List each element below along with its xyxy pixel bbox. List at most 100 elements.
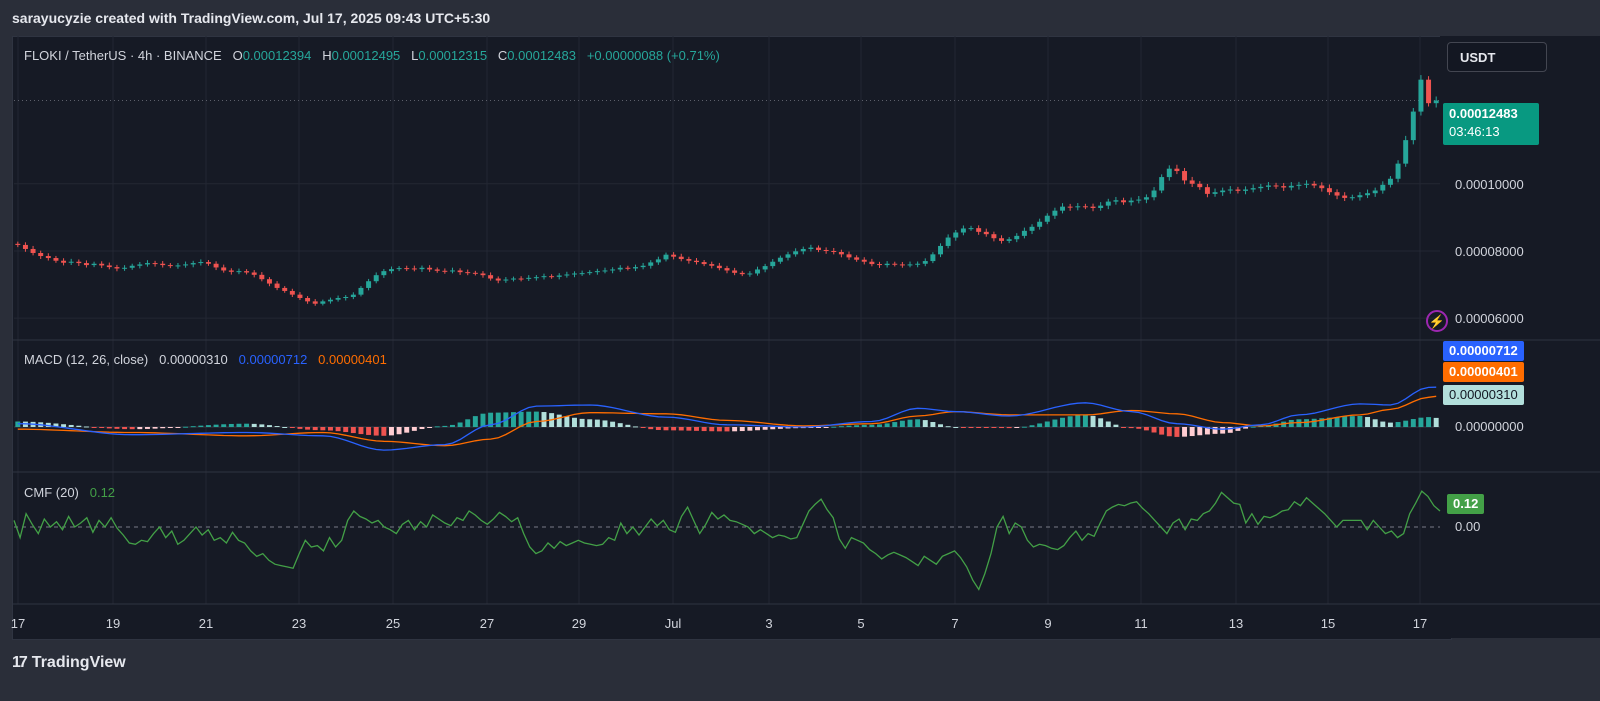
low-label: L [411,48,419,63]
macd-histogram-bar [1212,427,1218,434]
macd-histogram-bar [1128,427,1134,429]
macd-histogram-bar [1197,427,1203,436]
macd-histogram-bar [1349,416,1355,427]
macd-histogram-bar [274,426,280,428]
x-tick-label: 17 [1413,616,1427,631]
symbol-name[interactable]: FLOKI / TetherUS · 4h · BINANCE [24,48,222,63]
macd-histogram-bar [1090,415,1096,427]
macd-histogram-bar [488,412,494,427]
candle-body [1273,185,1279,187]
macd-histogram-bar [747,427,753,431]
macd-histogram-bar [1143,427,1149,431]
candle-body [373,275,379,282]
macd-histogram-bar [213,424,219,427]
macd-histogram-bar [350,427,356,434]
candle-body [282,287,288,291]
lightning-icon[interactable]: ⚡ [1426,310,1448,332]
candle-body [1288,185,1294,188]
cmf-title[interactable]: CMF (20) [24,485,79,500]
macd-histogram-bar [434,426,440,428]
candle-body [808,247,814,249]
macd-line [17,386,1437,451]
macd-histogram-bar [1159,427,1165,435]
macd-histogram-bar [846,425,852,427]
tradingview-logo[interactable]: 17 TradingView [12,654,126,672]
macd-histogram-bar [556,414,562,427]
candle-body [625,267,631,269]
candle-body [1265,185,1271,187]
signal-line-tag: 0.00000401 [1443,362,1524,382]
macd-histogram-bar [244,423,250,427]
candle-body [38,252,44,257]
macd-histogram-bar [915,419,921,427]
grid-lines [12,36,1600,605]
macd-histogram-bar [1342,416,1348,427]
macd-histogram-bar [1075,415,1081,427]
candle-body [137,264,143,266]
candle-body [327,299,333,302]
candle-body [648,262,654,266]
candle-body [45,256,51,259]
x-tick-label: 15 [1321,616,1335,631]
candle-body [1166,168,1172,178]
macd-histogram-bar [1166,427,1172,437]
candle-body [480,273,486,276]
candle-body [869,261,875,265]
candle-body [366,281,372,288]
macd-histogram-bar [1304,419,1310,427]
candle-body [1372,190,1378,194]
cmf-zero-label: 0.00 [1455,519,1481,534]
close-label: C [497,48,508,63]
macd-histogram-bar [122,427,128,430]
macd-histogram-bar [518,411,524,427]
last-price-tag: 0.00012483 03:46:13 [1443,103,1539,145]
candle-body [1105,201,1111,206]
macd-histogram-bar [1334,417,1340,427]
macd-histogram-bar [953,427,959,428]
candle-body [244,271,250,273]
macd-histogram-bar [190,426,196,428]
candle-body [190,263,196,265]
axis-ticks: 17 19 21 23 25 27 29 Jul 3 5 7 9 11 13 15 17 0.00010000 0… [11,177,1524,631]
macd-histogram-bar [724,427,730,432]
macd-histogram-bar [480,413,486,427]
macd-histogram-bar [838,426,844,428]
open-value: 0.00012394 [242,48,312,63]
top-bar: sarayucyzie created with TradingView.com… [0,0,1600,36]
candle-body [1227,189,1233,191]
macd-histogram-bar [1204,427,1210,435]
macd-title[interactable]: MACD (12, 26, close) [24,352,149,367]
candle-body [838,251,844,255]
candle-body [266,279,272,284]
currency-button[interactable]: USDT [1447,42,1547,72]
candle-body [1365,193,1371,196]
macd-histogram-bar [465,419,471,427]
macd-histogram-bar [472,416,478,427]
candle-body [76,261,82,264]
macd-histogram-bar [899,420,905,427]
macd-histogram-bar [427,427,433,428]
macd-histogram-value: 0.00000310 [159,352,228,367]
macd-histogram-bar [83,426,89,428]
candle-body [99,263,105,266]
candle-body [434,269,440,271]
candle-body [709,264,715,266]
candle-body [350,294,356,298]
candle-body [518,278,524,280]
candle-body [1159,177,1165,191]
macd-histogram-bar [755,427,760,431]
macd-line-tag: 0.00000712 [1443,341,1524,361]
macd-histogram-bar [999,427,1005,429]
candle-body [175,265,181,267]
candle-body [1380,184,1386,191]
cmf-line [13,490,1441,591]
candle-body [1052,210,1058,216]
macd-histogram-bar [633,426,638,428]
candle-body [320,301,326,304]
macd-histogram-bar [1250,426,1256,428]
macd-histogram-bar [388,427,394,436]
candle-body [1410,111,1416,141]
macd-histogram-bar [960,427,966,428]
candle-body [747,273,753,275]
